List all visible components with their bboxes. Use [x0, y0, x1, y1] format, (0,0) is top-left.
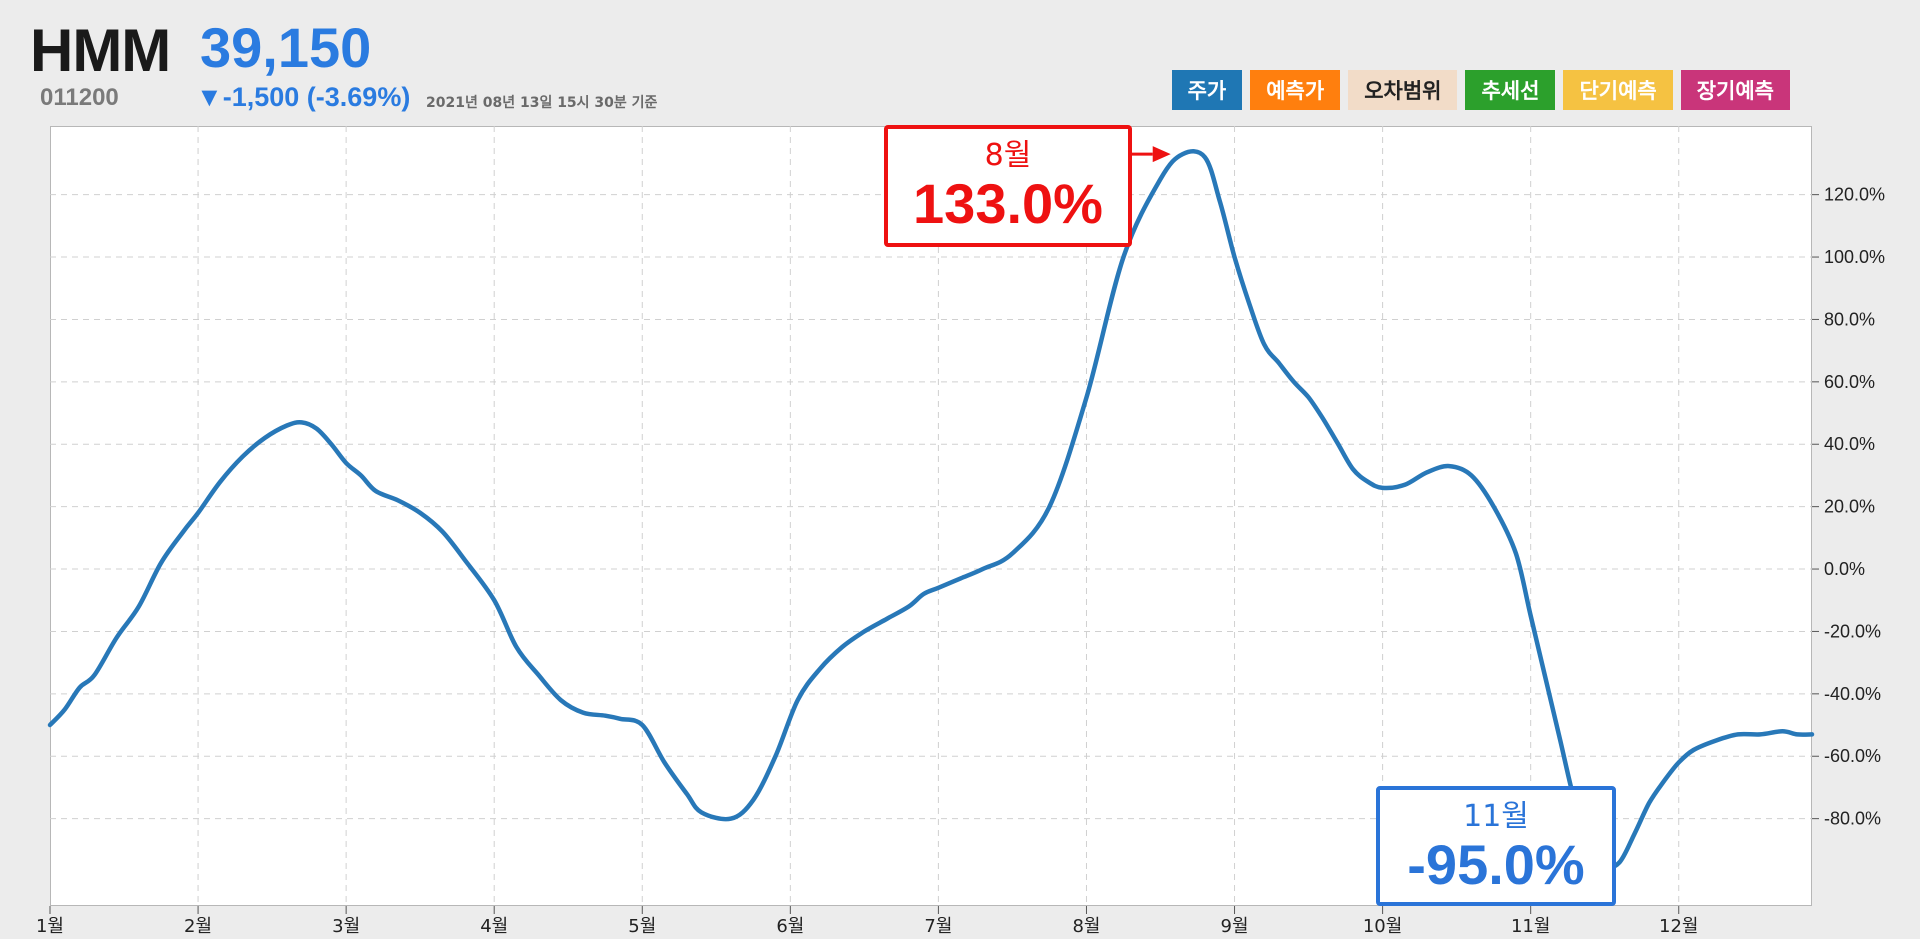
- legend-item-price[interactable]: 주가: [1171, 70, 1243, 110]
- y-tick-label: 60.0%: [1824, 372, 1875, 392]
- x-tick-label: 2월: [184, 916, 212, 937]
- y-tick-label: 100.0%: [1824, 247, 1885, 267]
- trough-value: -95.0%: [1407, 833, 1585, 896]
- stock-code: 011200: [40, 84, 119, 111]
- y-tick-label: -40.0%: [1824, 684, 1881, 704]
- x-tick-label: 4월: [480, 916, 508, 937]
- x-tick-label: 3월: [332, 916, 360, 937]
- timestamp: 2021년 08년 13일 15시 30분 기준: [426, 95, 658, 111]
- legend-item-forecast[interactable]: 예측가: [1250, 70, 1341, 110]
- y-tick-label: 0.0%: [1824, 559, 1865, 579]
- x-tick-label: 12월: [1659, 916, 1698, 937]
- y-tick-label: 80.0%: [1824, 309, 1875, 329]
- x-tick-label: 7월: [924, 916, 952, 937]
- peak-arrow-head: [1152, 146, 1171, 163]
- y-tick-label: 20.0%: [1824, 497, 1875, 517]
- x-tick-label: 6월: [776, 916, 804, 937]
- legend-item-long-term[interactable]: 장기예측: [1680, 70, 1790, 110]
- y-tick-label: -20.0%: [1824, 621, 1881, 641]
- y-tick-label: -80.0%: [1824, 809, 1881, 829]
- x-tick-label: 1월: [36, 916, 64, 937]
- peak-month: 8월: [984, 138, 1032, 173]
- plot-area: [50, 126, 1812, 906]
- x-tick-label: 10월: [1363, 916, 1402, 937]
- y-tick-label: 40.0%: [1824, 434, 1875, 454]
- trough-callout: 11월 -95.0%: [1376, 786, 1616, 906]
- trough-month: 11월: [1463, 799, 1529, 834]
- y-tick-label: 120.0%: [1824, 185, 1885, 205]
- legend-item-error-range[interactable]: 오차범위: [1348, 70, 1458, 110]
- series-line: [47, 149, 1815, 870]
- stock-name: HMM: [30, 17, 171, 84]
- x-tick-label: 5월: [628, 916, 656, 937]
- peak-value: 133.0%: [913, 172, 1103, 235]
- price-change: ▼-1,500 (-3.69%): [196, 82, 411, 112]
- x-tick-label: 9월: [1221, 916, 1249, 937]
- legend-item-short-term[interactable]: 단기예측: [1563, 70, 1673, 110]
- peak-callout: 8월 133.0%: [884, 125, 1132, 247]
- y-tick-label: -60.0%: [1824, 746, 1881, 766]
- x-tick-label: 11월: [1511, 916, 1550, 937]
- x-tick-label: 8월: [1072, 916, 1100, 937]
- stock-price: 39,150: [200, 16, 372, 79]
- legend-item-trendline[interactable]: 추세선: [1465, 70, 1556, 110]
- legend: 주가 예측가 오차범위 추세선 단기예측 장기예측: [1171, 70, 1790, 110]
